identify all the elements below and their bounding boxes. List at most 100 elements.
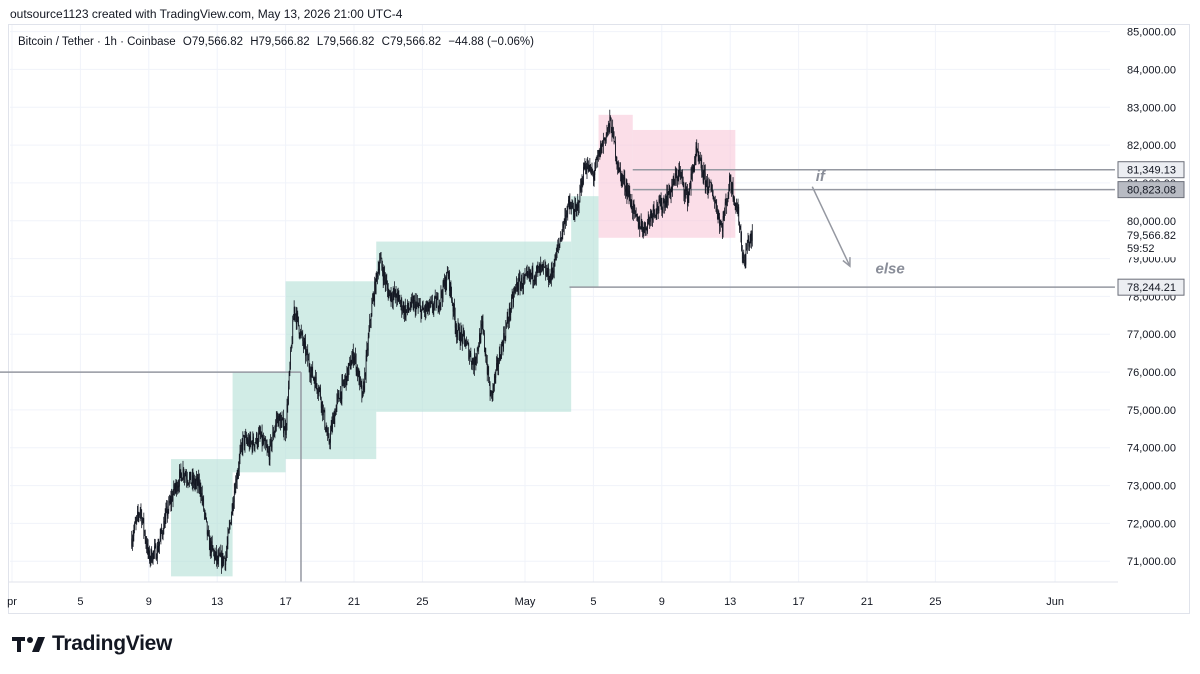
price-label-box[interactable] xyxy=(1117,181,1185,199)
candle-body xyxy=(165,509,167,516)
candle-body xyxy=(618,167,620,172)
candle-body xyxy=(457,325,459,333)
candle-body xyxy=(389,290,390,293)
candle-body xyxy=(161,531,163,535)
candle-body xyxy=(147,543,148,550)
price-label-box[interactable] xyxy=(1117,278,1185,296)
candle-body xyxy=(623,176,625,180)
candle-body xyxy=(319,387,321,389)
candle-body xyxy=(261,431,262,437)
candle-body xyxy=(422,305,423,310)
candle-body xyxy=(462,331,464,343)
annotation-if[interactable]: if xyxy=(816,168,827,185)
candle-body xyxy=(702,174,704,181)
candle-body xyxy=(724,210,725,219)
candle-body xyxy=(359,376,361,385)
candle-body xyxy=(715,201,717,206)
candle-body xyxy=(377,273,378,278)
candle-body xyxy=(146,543,148,550)
candle-body xyxy=(320,398,322,408)
candle-body xyxy=(239,451,241,458)
candle-body xyxy=(543,266,545,268)
candle-body xyxy=(317,390,319,394)
candle-body xyxy=(537,267,539,269)
candle-body xyxy=(461,330,462,335)
annotation-else[interactable]: else xyxy=(876,261,905,278)
candle-body xyxy=(484,347,486,354)
candle-body xyxy=(251,442,252,443)
annotation-arrow-line[interactable] xyxy=(811,186,851,267)
annotation-arrow-head[interactable] xyxy=(842,257,851,268)
candle-body xyxy=(666,191,668,206)
candle-body xyxy=(335,412,336,415)
candle-body xyxy=(362,391,363,397)
candle-body xyxy=(424,310,425,313)
candle-body xyxy=(709,181,710,183)
candle-body xyxy=(633,203,635,206)
supply-zone[interactable] xyxy=(598,114,633,238)
candle-body xyxy=(684,193,685,197)
symbol-name[interactable]: Bitcoin / Tether · 1h · Coinbase xyxy=(18,36,176,48)
candle-body xyxy=(203,498,205,511)
candle-body xyxy=(662,202,664,209)
candle-body xyxy=(686,188,688,191)
candle-body xyxy=(207,531,209,535)
candle-body xyxy=(587,164,589,167)
candle-body xyxy=(328,436,330,443)
candle-body xyxy=(611,132,613,138)
symbol-legend[interactable]: Bitcoin / Tether · 1h · Coinbase O79,566… xyxy=(18,36,538,48)
candle-body xyxy=(200,490,202,497)
candle-body xyxy=(533,279,534,282)
candle-body xyxy=(191,475,193,484)
candle-body xyxy=(707,189,709,192)
candle-body xyxy=(391,292,393,299)
candle-body xyxy=(415,304,417,313)
candle-body xyxy=(493,384,494,386)
candle-body xyxy=(392,294,394,302)
candle-body xyxy=(643,227,645,233)
candle-body xyxy=(505,326,507,339)
candle-body xyxy=(226,551,227,558)
candle-body xyxy=(399,297,400,304)
demand-zone[interactable] xyxy=(285,281,377,460)
candle-body xyxy=(515,285,517,289)
price-change: −44.88 (−0.06%) xyxy=(448,36,534,48)
tradingview-logo[interactable]: TradingView xyxy=(12,632,172,656)
candle-body xyxy=(649,217,651,222)
candle-body xyxy=(735,203,737,208)
candle-body xyxy=(538,265,539,268)
candle-body xyxy=(421,309,423,318)
candle-body xyxy=(366,348,368,356)
candle-body xyxy=(586,166,588,172)
candle-body xyxy=(335,405,337,415)
candle-body xyxy=(312,367,314,378)
last-price-box[interactable] xyxy=(1118,227,1184,258)
candle-body xyxy=(408,309,410,310)
candle-body xyxy=(469,354,470,359)
candle-body xyxy=(565,214,566,223)
candle-body xyxy=(350,360,351,369)
candle-body xyxy=(588,165,590,171)
candle-body xyxy=(674,180,675,185)
candle-body xyxy=(452,304,454,312)
candle-body xyxy=(243,435,245,446)
candle-body xyxy=(650,214,652,215)
candle-body xyxy=(263,440,265,444)
candle-body xyxy=(419,304,420,306)
candle-body xyxy=(496,360,498,364)
candle-body xyxy=(431,301,433,303)
candle-body xyxy=(248,439,250,447)
candle-body xyxy=(187,481,189,484)
candle-body xyxy=(556,249,558,251)
candle-body xyxy=(384,271,385,278)
candle-body xyxy=(386,280,388,284)
candle-body xyxy=(453,303,455,312)
candle-body xyxy=(739,222,740,227)
price-label-box[interactable] xyxy=(1117,161,1185,179)
candle-body xyxy=(527,272,529,274)
candle-body xyxy=(728,190,730,196)
candle-body xyxy=(149,558,151,561)
candle-body xyxy=(494,376,495,386)
candle-body xyxy=(464,338,466,347)
